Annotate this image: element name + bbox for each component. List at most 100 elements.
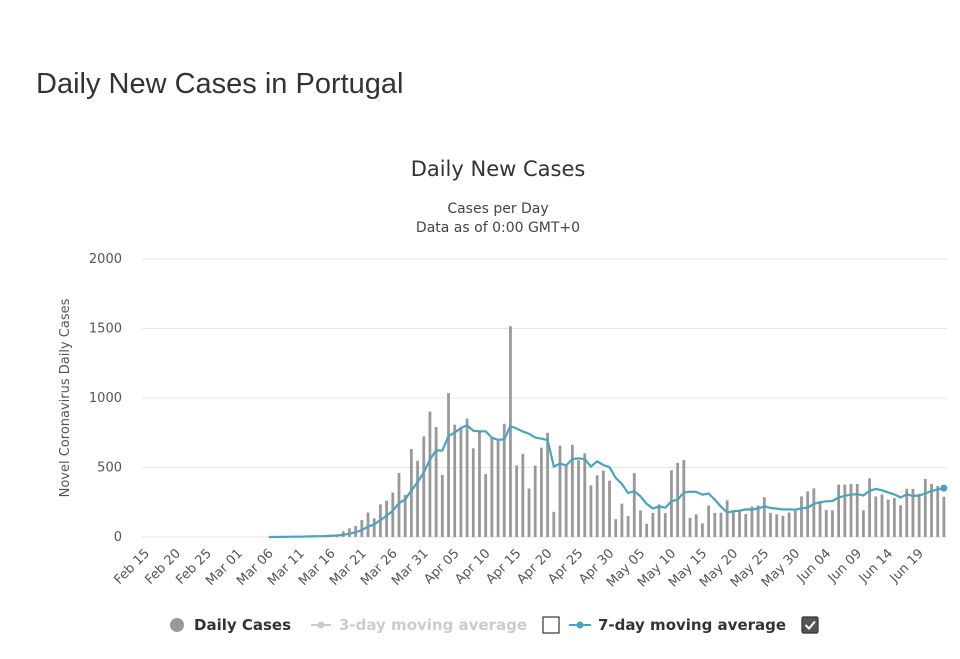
daily-case-bar[interactable] — [459, 428, 463, 537]
legend-7day-average[interactable]: 7-day moving average — [598, 616, 786, 634]
daily-case-bar[interactable] — [595, 475, 599, 537]
daily-case-bar[interactable] — [688, 517, 692, 537]
daily-case-bar[interactable] — [750, 506, 754, 537]
daily-case-bar[interactable] — [787, 512, 791, 537]
daily-case-bar[interactable] — [385, 500, 388, 537]
daily-case-bar[interactable] — [533, 465, 537, 537]
daily-case-bar[interactable] — [923, 479, 927, 537]
seven-day-average-marker[interactable] — [940, 484, 948, 492]
daily-case-bar[interactable] — [490, 438, 494, 537]
daily-case-bar[interactable] — [651, 512, 655, 537]
daily-case-bar[interactable] — [905, 488, 909, 537]
daily-case-bar[interactable] — [756, 505, 760, 537]
daily-case-bar[interactable] — [769, 512, 772, 537]
daily-case-bar[interactable] — [509, 326, 512, 537]
daily-case-bar[interactable] — [899, 505, 902, 537]
seven-day-average-path[interactable] — [268, 424, 945, 539]
daily-case-bar[interactable] — [886, 499, 890, 537]
daily-case-bar[interactable] — [880, 494, 884, 537]
daily-case-bar[interactable] — [478, 432, 481, 537]
daily-case-bar[interactable] — [428, 411, 432, 537]
daily-case-bar[interactable] — [731, 510, 735, 537]
daily-case-bar[interactable] — [626, 516, 630, 537]
daily-case-bar[interactable] — [725, 500, 729, 537]
daily-case-bar[interactable] — [422, 436, 426, 537]
daily-case-bar[interactable] — [366, 512, 370, 537]
daily-case-bar[interactable] — [719, 512, 723, 537]
daily-case-bar[interactable] — [558, 445, 562, 537]
daily-case-bar[interactable] — [403, 494, 407, 537]
daily-case-bar[interactable] — [762, 497, 766, 537]
daily-case-bar[interactable] — [440, 475, 444, 537]
daily-case-bar[interactable] — [564, 465, 568, 537]
daily-case-bar[interactable] — [917, 493, 921, 537]
daily-case-bar[interactable] — [738, 509, 741, 537]
daily-case-bar[interactable] — [849, 483, 853, 537]
daily-case-bar[interactable] — [670, 470, 673, 537]
daily-case-bar[interactable] — [781, 515, 785, 537]
daily-case-bar[interactable] — [434, 426, 438, 537]
daily-case-bar[interactable] — [657, 504, 661, 537]
daily-case-bar[interactable] — [608, 480, 611, 537]
daily-case-bar[interactable] — [589, 485, 593, 537]
daily-case-bar[interactable] — [868, 478, 871, 537]
daily-case-bar[interactable] — [824, 509, 828, 537]
daily-case-bar[interactable] — [713, 512, 717, 537]
daily-case-bar[interactable] — [502, 423, 506, 537]
daily-case-bar[interactable] — [930, 483, 933, 537]
daily-case-bar[interactable] — [800, 496, 803, 537]
daily-case-bar[interactable] — [496, 439, 500, 537]
daily-case-bar[interactable] — [546, 432, 549, 537]
daily-case-bar[interactable] — [577, 460, 580, 537]
daily-case-bar[interactable] — [936, 485, 940, 537]
daily-case-bar[interactable] — [818, 501, 822, 537]
daily-case-bar[interactable] — [911, 488, 915, 537]
daily-case-bar[interactable] — [540, 447, 543, 537]
daily-case-bar[interactable] — [601, 470, 605, 537]
daily-case-bar[interactable] — [793, 509, 797, 537]
daily-case-bar[interactable] — [744, 514, 748, 537]
daily-case-bar[interactable] — [812, 488, 816, 537]
daily-case-bar[interactable] — [855, 483, 859, 537]
daily-case-bar[interactable] — [942, 496, 946, 537]
checkbox-3day-average[interactable] — [542, 616, 560, 634]
daily-case-bar[interactable] — [701, 523, 704, 537]
daily-case-bar[interactable] — [416, 460, 419, 537]
daily-case-bar[interactable] — [484, 474, 488, 537]
daily-case-bar[interactable] — [453, 424, 457, 537]
daily-case-bar[interactable] — [837, 484, 841, 537]
daily-case-bar[interactable] — [515, 465, 519, 537]
daily-case-bar[interactable] — [360, 520, 364, 537]
daily-case-bar[interactable] — [632, 473, 636, 537]
daily-case-bar[interactable] — [471, 448, 475, 537]
daily-case-bar[interactable] — [447, 393, 450, 537]
daily-case-bar[interactable] — [521, 453, 525, 537]
daily-case-bar[interactable] — [391, 492, 395, 537]
daily-case-bar[interactable] — [409, 449, 413, 537]
daily-case-bar[interactable] — [874, 496, 878, 537]
legend-daily-cases[interactable]: Daily Cases — [194, 616, 291, 634]
daily-case-bar[interactable] — [682, 460, 686, 537]
daily-case-bar[interactable] — [570, 444, 574, 537]
daily-case-bar[interactable] — [583, 453, 587, 537]
daily-case-bar[interactable] — [831, 510, 834, 537]
daily-case-bar[interactable] — [645, 523, 649, 537]
daily-case-bar[interactable] — [694, 514, 698, 537]
daily-case-bar[interactable] — [620, 503, 624, 537]
daily-case-bar[interactable] — [663, 513, 667, 537]
daily-case-bar[interactable] — [552, 511, 556, 537]
daily-case-bar[interactable] — [639, 510, 642, 537]
daily-case-bar[interactable] — [614, 519, 618, 537]
daily-case-bar[interactable] — [862, 510, 865, 537]
daily-case-bar[interactable] — [775, 514, 779, 537]
daily-case-bar[interactable] — [843, 484, 847, 537]
daily-case-bar[interactable] — [892, 498, 896, 537]
legend-3day-average[interactable]: 3-day moving average — [339, 616, 527, 634]
daily-case-bar[interactable] — [527, 488, 531, 537]
daily-case-bar[interactable] — [806, 491, 810, 537]
checkbox-7day-average[interactable] — [801, 616, 819, 634]
daily-case-bar[interactable] — [372, 518, 376, 537]
daily-case-bar[interactable] — [465, 418, 469, 537]
daily-case-bar[interactable] — [397, 473, 401, 537]
daily-case-bar[interactable] — [707, 505, 710, 537]
